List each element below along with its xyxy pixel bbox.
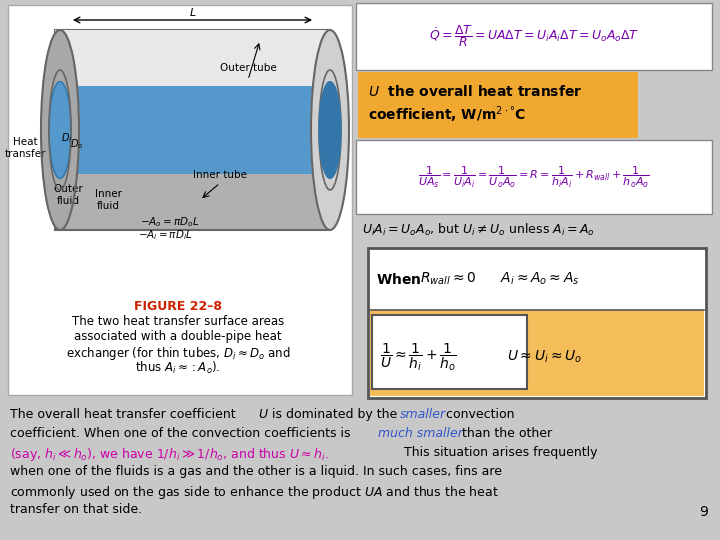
Text: $-A_i = \pi D_i L$: $-A_i = \pi D_i L$: [138, 228, 192, 242]
Text: $\dfrac{1}{U} \approx \dfrac{1}{h_i} + \dfrac{1}{h_o}$: $\dfrac{1}{U} \approx \dfrac{1}{h_i} + \…: [380, 341, 456, 373]
Ellipse shape: [41, 30, 79, 230]
Text: transfer on that side.: transfer on that side.: [10, 503, 142, 516]
Text: much smaller: much smaller: [378, 427, 463, 440]
FancyBboxPatch shape: [370, 250, 704, 310]
FancyBboxPatch shape: [356, 3, 712, 70]
FancyBboxPatch shape: [60, 86, 330, 174]
Text: Inner tube: Inner tube: [193, 170, 247, 180]
Text: Outer
fluid: Outer fluid: [53, 184, 83, 206]
Text: Inner
fluid: Inner fluid: [94, 189, 122, 211]
Text: smaller: smaller: [400, 408, 446, 421]
Text: The two heat transfer surface areas: The two heat transfer surface areas: [72, 315, 284, 328]
Text: convection: convection: [442, 408, 515, 421]
Text: $A_i \approx A_o \approx A_s$: $A_i \approx A_o \approx A_s$: [500, 271, 580, 287]
Text: associated with a double-pipe heat: associated with a double-pipe heat: [74, 330, 282, 343]
Text: $U_i A_i = U_o A_o$, but $U_i \neq U_o$ unless $A_i = A_o$: $U_i A_i = U_o A_o$, but $U_i \neq U_o$ …: [362, 222, 595, 238]
Text: $\dfrac{1}{UA_s} = \dfrac{1}{U_i A_i} = \dfrac{1}{U_o A_o} = R = \dfrac{1}{h_i A: $\dfrac{1}{UA_s} = \dfrac{1}{U_i A_i} = …: [418, 164, 650, 190]
FancyBboxPatch shape: [370, 310, 704, 396]
Text: $\mathbf{When}$: $\mathbf{When}$: [376, 272, 421, 287]
FancyBboxPatch shape: [358, 72, 638, 138]
Text: Heat
transfer: Heat transfer: [4, 137, 46, 159]
Text: L: L: [189, 8, 196, 18]
Text: $\mathit{U}$  the overall heat transfer: $\mathit{U}$ the overall heat transfer: [368, 84, 582, 99]
Text: $D_i\!\!$: $D_i\!\!$: [61, 131, 73, 145]
Text: 9: 9: [699, 505, 708, 519]
Text: This situation arises frequently: This situation arises frequently: [400, 446, 598, 459]
FancyBboxPatch shape: [8, 5, 352, 395]
Ellipse shape: [49, 82, 71, 178]
Text: The overall heat transfer coefficient: The overall heat transfer coefficient: [10, 408, 240, 421]
Text: coefficient, W/m$^{2\cdot°}$C: coefficient, W/m$^{2\cdot°}$C: [368, 104, 526, 125]
Text: thus $A_i \approx: A_o$).: thus $A_i \approx: A_o$).: [135, 360, 221, 376]
Text: $U \approx U_i \approx U_o$: $U \approx U_i \approx U_o$: [508, 349, 582, 365]
Text: $\dot{Q} = \dfrac{\Delta T}{R} = UA\Delta T = U_i A_i \Delta T = U_o A_o \Delta : $\dot{Q} = \dfrac{\Delta T}{R} = UA\Delt…: [429, 24, 639, 50]
Text: Outer tube: Outer tube: [220, 63, 276, 73]
FancyBboxPatch shape: [55, 30, 330, 100]
Ellipse shape: [319, 82, 341, 178]
Text: (say, $h_i \ll h_o$), we have $1/h_i \gg 1/h_o$, and thus $U \approx h_i$.: (say, $h_i \ll h_o$), we have $1/h_i \gg…: [10, 446, 329, 463]
Text: commonly used on the gas side to enhance the product $\mathit{UA}$ and thus the : commonly used on the gas side to enhance…: [10, 484, 499, 501]
FancyBboxPatch shape: [55, 30, 330, 230]
Text: $\mathit{U}$: $\mathit{U}$: [258, 408, 269, 421]
Text: coefficient. When one of the convection coefficients is: coefficient. When one of the convection …: [10, 427, 354, 440]
Text: is dominated by the: is dominated by the: [268, 408, 401, 421]
Text: $R_{wall} \approx 0$: $R_{wall} \approx 0$: [420, 271, 476, 287]
Text: $-A_o = \pi D_o L$: $-A_o = \pi D_o L$: [140, 215, 199, 229]
FancyBboxPatch shape: [368, 248, 706, 398]
Text: when one of the fluids is a gas and the other is a liquid. In such cases, fins a: when one of the fluids is a gas and the …: [10, 465, 502, 478]
Text: than the other: than the other: [458, 427, 552, 440]
FancyBboxPatch shape: [372, 315, 527, 389]
FancyBboxPatch shape: [356, 140, 712, 214]
Text: exchanger (for thin tubes, $D_i \approx D_o$ and: exchanger (for thin tubes, $D_i \approx …: [66, 345, 290, 362]
Text: FIGURE 22–8: FIGURE 22–8: [134, 300, 222, 313]
Text: $D_o$: $D_o$: [71, 137, 84, 151]
Ellipse shape: [311, 30, 349, 230]
